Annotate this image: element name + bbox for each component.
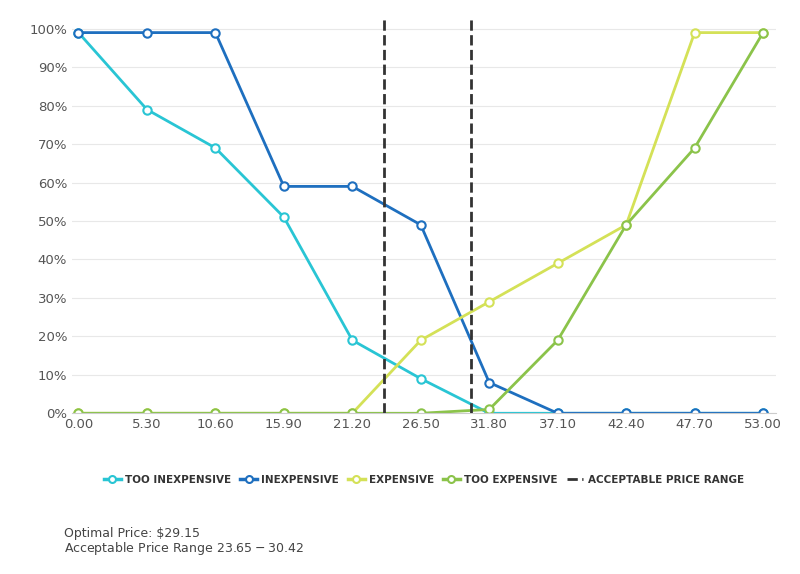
Text: Acceptable Price Range $23.65 - $30.42: Acceptable Price Range $23.65 - $30.42 — [64, 540, 304, 557]
Text: Optimal Price: $29.15: Optimal Price: $29.15 — [64, 527, 200, 540]
Legend: TOO INEXPENSIVE, INEXPENSIVE, EXPENSIVE, TOO EXPENSIVE, ACCEPTABLE PRICE RANGE: TOO INEXPENSIVE, INEXPENSIVE, EXPENSIVE,… — [100, 470, 748, 489]
